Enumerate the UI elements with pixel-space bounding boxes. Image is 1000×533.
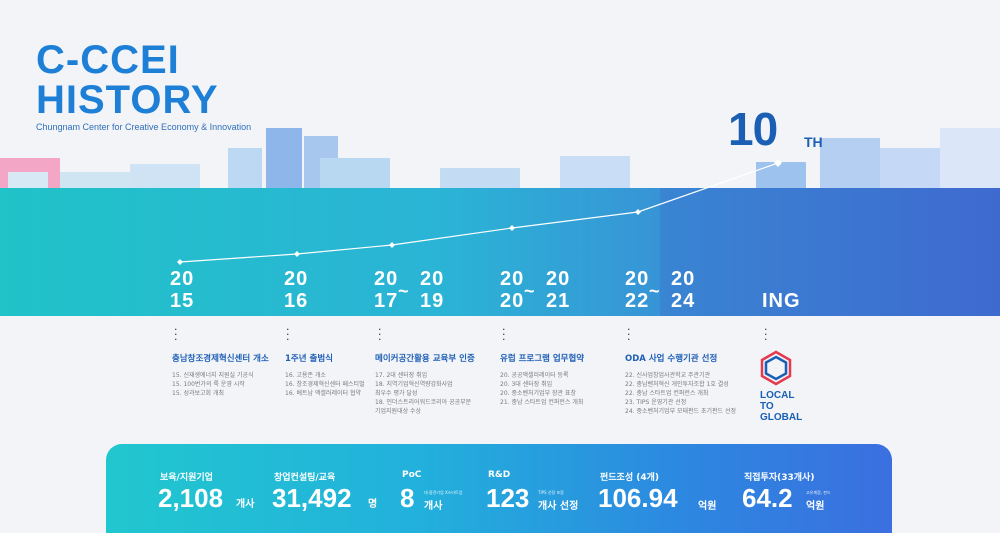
milestone-items: 17. 2대 센터장 취임 18. 지역기업혁신역량강화사업 최우수 평가 달성 1… [375, 372, 472, 415]
milestone-title: 1주년 출범식 [285, 354, 333, 364]
timeline-point [294, 251, 300, 257]
stat-label: 펀드조성 (4개) [600, 473, 660, 483]
timeline-point [177, 259, 183, 265]
timeline-band [0, 188, 1000, 316]
milestone-items: 15. 신재생에너지 지원실 기공식 15. 100번가의 룩 운영 시작 15. … [172, 372, 254, 397]
stat-label: R&D [488, 470, 511, 480]
subtitle: Chungnam Center for Creative Economy & I… [36, 122, 252, 132]
local-to-global-text: LOCAL TO GLOBAL [760, 390, 803, 423]
year-ing: ING [762, 290, 801, 312]
timeline-point [635, 209, 641, 215]
stats-panel [106, 444, 892, 533]
stat-value: 31,492 [272, 483, 352, 513]
connector-dots: · · · [502, 323, 506, 346]
stat-note: 대·중견기업 X스타트업 [424, 490, 463, 495]
connector-dots: · · · [627, 323, 631, 346]
growth-line [177, 159, 782, 265]
stat-value: 64.2 [742, 483, 793, 513]
stat-label: 보육/지원기업 [160, 473, 213, 483]
title-line-1: C-CCEI [36, 38, 180, 82]
connector-dots: · · · [378, 323, 382, 346]
local-to-global-logo-icon [760, 350, 792, 386]
city-skyline-illustration [0, 128, 1000, 190]
milestone-title: 메이커공간활용 교육부 인증 [375, 354, 475, 364]
stat-unit: 개사 [424, 501, 443, 512]
stat-value: 106.94 [598, 483, 678, 513]
connector-dots: · · · [174, 323, 178, 346]
year-2016: 20 16 [284, 268, 309, 312]
stat-value: 2,108 [158, 483, 224, 513]
connector-dots: · · · [286, 323, 290, 346]
milestone-items: 22. 신사업창업사관학교 주관기관 22. 충남벤처혁신 개인투자조합 1호 결… [625, 372, 737, 415]
milestone-items: 20. 공공액셀러레이터 등록 20. 3대 센터장 취임 20. 중소벤처기업부 … [500, 372, 584, 406]
stat-unit: 억원 [806, 501, 825, 512]
stat-value: 123 [486, 483, 530, 513]
anniversary-suffix: TH [804, 134, 823, 150]
stat-unit: 명 [368, 499, 378, 510]
milestone-title: 충남창조경제혁신센터 개소 [172, 354, 269, 364]
year-2015: 20 15 [170, 268, 195, 312]
stat-note: TIPS 선정 포함 [538, 490, 564, 495]
connector-dots: · · · [764, 323, 768, 346]
stat-unit: 개사 [236, 499, 255, 510]
stat-value: 8 [400, 483, 415, 513]
timeline-point [509, 225, 515, 231]
anniversary-number: 10 [728, 103, 778, 155]
stat-note: 고유계정, 펀드 [806, 490, 831, 495]
stat-label: PoC [402, 470, 422, 480]
milestone-title: ODA 사업 수행기관 선정 [625, 354, 718, 364]
milestone-title: 유럽 프로그램 업무협약 [500, 354, 585, 364]
stat-label: 직접투자(33개사) [744, 473, 815, 483]
stat-label: 창업컨설팅/교육 [274, 473, 336, 483]
timeline-band-overlay [660, 188, 1000, 316]
stat-unit: 억원 [698, 501, 717, 512]
title-line-2: HISTORY [36, 78, 219, 122]
timeline-point [389, 242, 395, 248]
milestone-items: 16. 고용존 개소 16. 창조경제혁신센터 페스티벌 16. 베트남 액셀러레이… [285, 372, 365, 397]
stat-unit: 개사 선정 [538, 501, 579, 512]
timeline-point [774, 159, 782, 167]
